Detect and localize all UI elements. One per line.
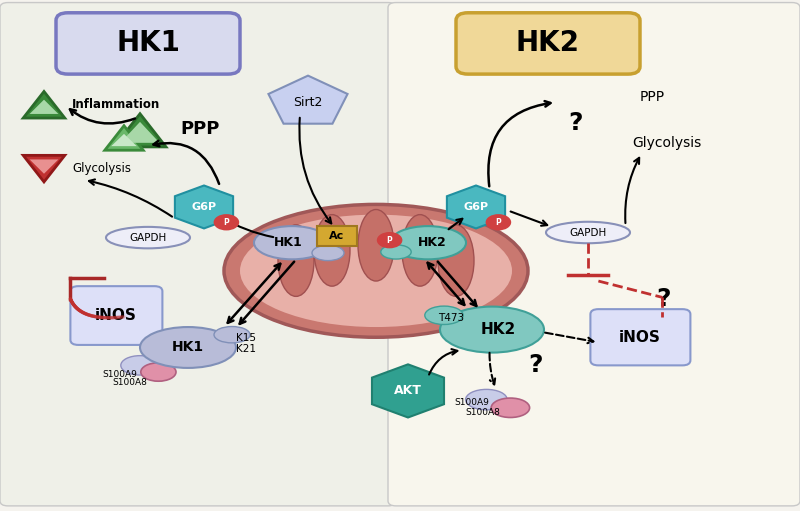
Text: Glycolysis: Glycolysis <box>632 136 702 150</box>
Text: S100A9: S100A9 <box>102 369 138 379</box>
Text: HK2: HK2 <box>516 30 580 57</box>
Polygon shape <box>175 185 233 228</box>
Ellipse shape <box>402 215 438 286</box>
Text: Sirt2: Sirt2 <box>294 96 322 109</box>
Polygon shape <box>114 114 166 147</box>
Polygon shape <box>447 185 505 228</box>
Text: HK1: HK1 <box>172 340 204 355</box>
FancyBboxPatch shape <box>317 226 357 246</box>
Polygon shape <box>120 122 160 143</box>
Text: iNOS: iNOS <box>619 330 661 345</box>
Text: Inflammation: Inflammation <box>72 98 160 111</box>
Ellipse shape <box>425 306 463 324</box>
Ellipse shape <box>240 215 512 327</box>
Text: G6P: G6P <box>463 202 489 212</box>
Polygon shape <box>30 159 58 174</box>
Ellipse shape <box>438 225 474 296</box>
Ellipse shape <box>141 363 176 381</box>
Text: HK1: HK1 <box>116 30 180 57</box>
Ellipse shape <box>214 327 250 343</box>
Ellipse shape <box>466 389 507 410</box>
Ellipse shape <box>224 204 528 337</box>
Polygon shape <box>111 134 137 146</box>
Polygon shape <box>23 155 65 182</box>
Ellipse shape <box>546 222 630 243</box>
Text: GAPDH: GAPDH <box>130 233 166 243</box>
Text: P: P <box>223 218 230 227</box>
Text: HK2: HK2 <box>418 236 446 249</box>
Circle shape <box>214 214 239 230</box>
Ellipse shape <box>121 356 159 375</box>
Text: S100A8: S100A8 <box>112 378 147 387</box>
Ellipse shape <box>358 210 394 281</box>
Text: GAPDH: GAPDH <box>570 227 606 238</box>
Ellipse shape <box>390 226 466 260</box>
Ellipse shape <box>106 227 190 248</box>
Ellipse shape <box>278 225 314 296</box>
Text: AKT: AKT <box>394 384 422 398</box>
Text: PPP: PPP <box>640 90 665 104</box>
FancyBboxPatch shape <box>70 286 162 345</box>
Text: T473: T473 <box>438 313 465 323</box>
FancyBboxPatch shape <box>388 3 800 506</box>
Text: PPP: PPP <box>180 120 219 138</box>
Text: HK1: HK1 <box>274 236 302 249</box>
Text: HK2: HK2 <box>481 322 516 337</box>
Text: K21: K21 <box>236 343 256 354</box>
Ellipse shape <box>440 307 544 353</box>
Text: G6P: G6P <box>191 202 217 212</box>
Text: P: P <box>386 236 393 245</box>
FancyBboxPatch shape <box>456 13 640 74</box>
Text: ?: ? <box>657 287 671 311</box>
Ellipse shape <box>314 215 350 286</box>
Text: Ac: Ac <box>329 231 345 241</box>
Text: iNOS: iNOS <box>95 308 137 323</box>
Text: K15: K15 <box>236 333 256 343</box>
Text: Glycolysis: Glycolysis <box>72 162 131 175</box>
Polygon shape <box>372 364 444 417</box>
Ellipse shape <box>140 327 236 368</box>
Ellipse shape <box>254 226 330 260</box>
Circle shape <box>377 232 402 248</box>
Polygon shape <box>23 91 65 118</box>
Text: S100A9: S100A9 <box>454 398 490 407</box>
Polygon shape <box>105 126 143 150</box>
Ellipse shape <box>312 245 344 261</box>
FancyBboxPatch shape <box>590 309 690 365</box>
Circle shape <box>486 214 511 230</box>
Text: S100A8: S100A8 <box>466 408 501 417</box>
FancyBboxPatch shape <box>0 3 396 506</box>
Text: ?: ? <box>529 354 543 377</box>
Polygon shape <box>30 100 58 114</box>
Text: ?: ? <box>569 111 583 134</box>
Ellipse shape <box>381 245 411 259</box>
FancyBboxPatch shape <box>56 13 240 74</box>
Polygon shape <box>269 76 347 124</box>
Text: P: P <box>495 218 502 227</box>
Ellipse shape <box>491 398 530 417</box>
